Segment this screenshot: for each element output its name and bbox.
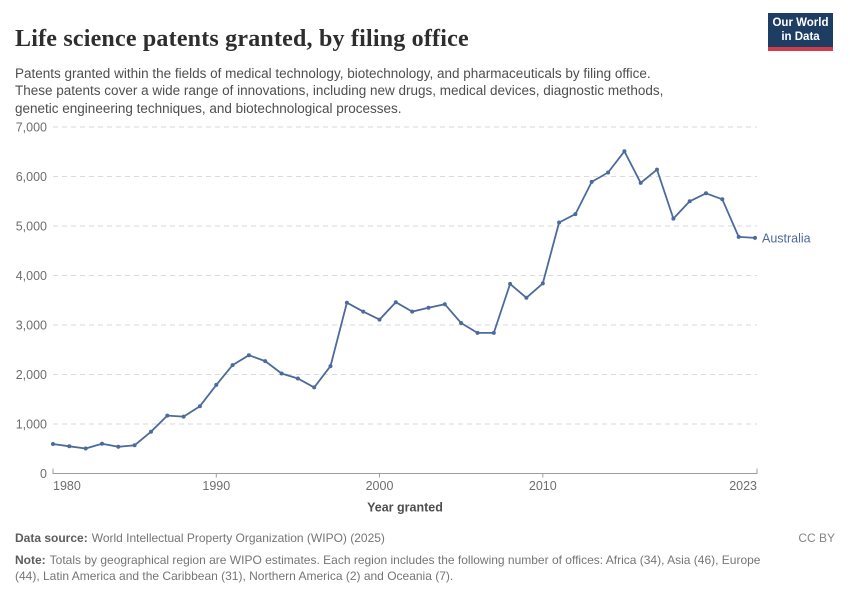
y-tick-label: 2,000: [16, 368, 47, 382]
data-point: [393, 300, 398, 305]
y-tick-label: 0: [40, 467, 47, 481]
y-tick-label: 1,000: [16, 418, 47, 432]
logo-text-line1: Our World: [772, 17, 829, 29]
data-point: [197, 404, 202, 409]
data-point: [83, 446, 88, 451]
x-axis-title: Year granted: [367, 501, 443, 515]
page-subtitle: Patents granted within the fields of med…: [15, 65, 755, 118]
owid-logo: Our World in Data: [768, 13, 833, 51]
note-row: Note: Totals by geographical region are W…: [15, 552, 835, 584]
subtitle-line: genetic engineering techniques, and biot…: [15, 100, 402, 116]
data-point: [116, 444, 121, 449]
data-point: [377, 317, 382, 322]
data-point: [557, 220, 562, 225]
data-point: [475, 330, 480, 335]
note-label: Note:: [15, 553, 46, 567]
data-point: [181, 414, 186, 419]
data-point: [246, 353, 251, 358]
series-line: [52, 150, 756, 450]
data-source-label: Data source:: [15, 531, 88, 545]
data-point: [671, 216, 676, 221]
data-point: [263, 359, 268, 364]
data-point: [312, 385, 317, 390]
data-point: [426, 305, 431, 310]
data-point: [100, 441, 104, 446]
data-point: [540, 281, 545, 286]
data-point: [720, 197, 725, 202]
license-link[interactable]: CC BY: [798, 531, 835, 545]
x-tick-label: 1980: [53, 479, 81, 493]
y-tick-label: 5,000: [16, 220, 47, 234]
data-point: [687, 199, 692, 204]
data-point: [361, 309, 366, 314]
y-tick-label: 4,000: [16, 269, 47, 283]
subtitle-line: Patents granted within the fields of med…: [15, 65, 651, 81]
data-point: [655, 167, 659, 172]
data-point: [508, 281, 513, 286]
line-chart: 0 1,000 2,000 3,000 4,000 5,000 6,000 7,000 1980…: [16, 121, 811, 515]
note-line: Totals by geographical region are WIPO e…: [49, 553, 761, 567]
data-point: [344, 300, 349, 305]
data-point: [736, 234, 741, 239]
data-point: [165, 413, 170, 418]
x-axis-line: [52, 468, 758, 474]
note-line: (44), Latin America and the Caribbean (3…: [15, 569, 454, 583]
chart-footer: Data source: World Intellectual Property …: [15, 531, 835, 584]
data-point: [410, 309, 415, 314]
data-point: [295, 376, 300, 381]
x-tick-label: 2010: [529, 479, 557, 493]
data-point: [622, 149, 627, 154]
data-point: [279, 371, 284, 376]
x-tick-label: 2023: [729, 479, 757, 493]
data-source-row: Data source: World Intellectual Property …: [15, 531, 835, 545]
y-tick-label: 3,000: [16, 319, 47, 333]
y-tick-label: 6,000: [16, 170, 47, 184]
subtitle-line: These patents cover a wide range of inno…: [15, 83, 664, 98]
x-tick-label: 2000: [366, 479, 394, 493]
data-point: [524, 295, 529, 300]
data-point: [67, 444, 72, 449]
data-point: [638, 180, 643, 185]
series-end-label: Australia: [762, 231, 811, 245]
data-point: [132, 443, 137, 448]
data-point: [704, 191, 708, 196]
data-source: Data source: World Intellectual Property …: [15, 531, 385, 545]
logo-text-line2: in Data: [781, 31, 820, 43]
data-point: [606, 170, 611, 175]
data-point: [230, 363, 235, 368]
data-point: [753, 235, 757, 240]
data-source-text: World Intellectual Property Organization…: [91, 531, 385, 545]
y-tick-label: 7,000: [16, 121, 47, 135]
data-point: [214, 382, 219, 387]
data-point: [491, 330, 496, 335]
data-point: [459, 321, 464, 325]
x-tick-label: 1990: [202, 479, 230, 493]
data-point: [328, 364, 333, 369]
data-point: [442, 302, 447, 307]
page-title: Life science patents granted, by filing …: [15, 26, 469, 53]
data-point: [149, 429, 153, 434]
data-point: [573, 212, 578, 217]
data-point: [51, 442, 55, 446]
data-point: [589, 179, 594, 184]
